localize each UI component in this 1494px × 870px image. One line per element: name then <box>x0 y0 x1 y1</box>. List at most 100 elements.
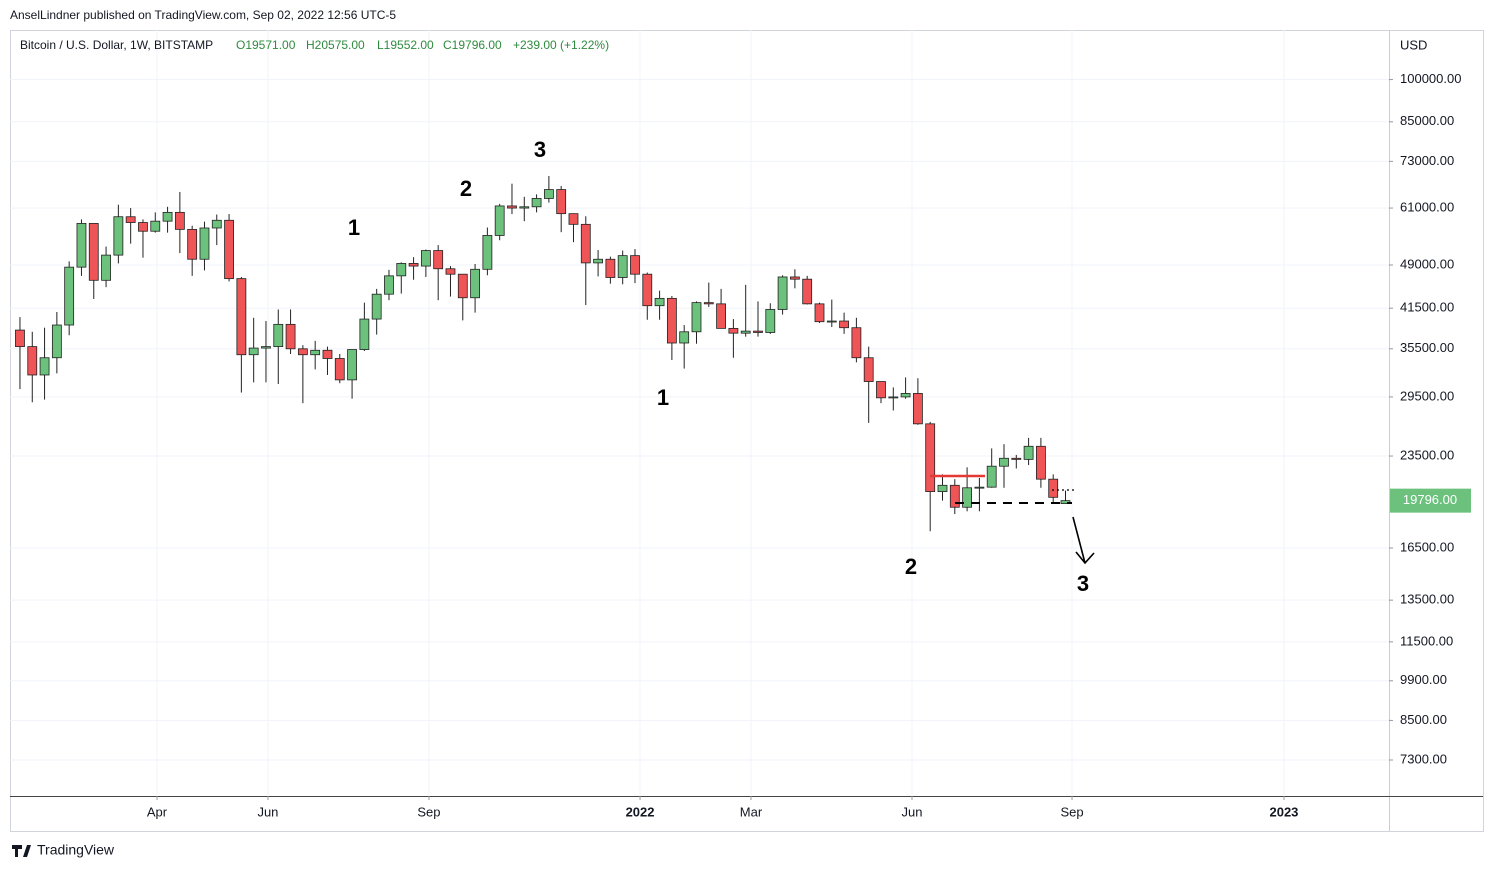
last-price-tag <box>1390 488 1471 513</box>
candle-body <box>64 266 75 326</box>
candle-body <box>211 219 222 229</box>
candle-body <box>740 330 751 334</box>
x-tick-label: Sep <box>1060 804 1083 819</box>
candle-body <box>1011 457 1022 460</box>
candle-body <box>716 303 726 329</box>
wave-label: 3 <box>1077 571 1089 596</box>
candle-body <box>753 330 763 333</box>
candle-body <box>876 381 886 399</box>
candle-body <box>654 297 665 307</box>
candle-body <box>347 349 357 381</box>
candle-body <box>974 486 985 489</box>
y-tick-label: 16500.00 <box>1400 539 1454 554</box>
candle-body <box>76 223 87 268</box>
candle-body <box>408 263 419 267</box>
candle-body <box>962 487 972 508</box>
wave-label: 3 <box>534 137 546 162</box>
candle-body <box>937 484 948 492</box>
y-tick-label: 23500.00 <box>1400 447 1454 462</box>
wave-label: 2 <box>905 554 917 579</box>
candle-body <box>297 348 308 356</box>
candle-body <box>789 276 800 280</box>
candle-body <box>162 211 173 222</box>
currency-label: USD <box>1400 37 1427 52</box>
y-tick-label: 13500.00 <box>1400 592 1454 607</box>
candle-body <box>642 273 653 307</box>
wave-label: 1 <box>348 215 360 240</box>
drawn-arrow <box>1072 516 1095 565</box>
wave-label: 2 <box>460 176 472 201</box>
y-tick-label: 8500.00 <box>1400 712 1447 727</box>
candle-body <box>310 349 321 356</box>
candle-body <box>1048 478 1059 498</box>
candle-body <box>666 297 677 344</box>
candle-body <box>826 320 837 323</box>
candle-body <box>371 293 382 320</box>
candle-body <box>543 189 554 199</box>
candle-body <box>445 268 456 275</box>
candle-body <box>101 254 111 281</box>
y-tick-label: 11500.00 <box>1400 633 1453 648</box>
candle-body <box>605 258 616 278</box>
candle-body <box>457 273 468 299</box>
chart-frame <box>10 30 1484 832</box>
candle-body <box>839 320 849 329</box>
candle-body <box>888 396 899 399</box>
candle-body <box>248 347 259 356</box>
symbol-info: Bitcoin / U.S. Dollar, 1W, BITSTAMP <box>20 38 213 52</box>
candle-body <box>863 357 874 382</box>
candle-body <box>519 206 530 209</box>
candle-body <box>580 223 591 264</box>
y-tick-label: 35500.00 <box>1400 340 1454 355</box>
candle-body <box>728 327 739 334</box>
last-price-label: 19796.00 <box>1403 492 1457 507</box>
candle-body <box>814 303 825 323</box>
quote-value: H20575.00 <box>306 38 365 52</box>
candle-body <box>494 205 505 236</box>
candle-body <box>630 255 640 275</box>
brand-name: TradingView <box>37 842 115 858</box>
y-tick-label: 61000.00 <box>1400 200 1454 215</box>
candle-body <box>334 358 345 381</box>
candle-body <box>1035 445 1046 480</box>
candle-body <box>138 222 148 232</box>
candle-body <box>949 484 960 508</box>
y-tick-label: 49000.00 <box>1400 256 1454 271</box>
quote-value: O19571.00 <box>236 38 296 52</box>
candle-body <box>285 323 296 350</box>
published-note: AnselLindner published on TradingView.co… <box>10 8 396 22</box>
y-tick-label: 9900.00 <box>1400 672 1447 687</box>
quote-value: +239.00 (+1.22%) <box>513 38 609 52</box>
candle-body <box>384 275 394 295</box>
candle-body <box>912 393 923 425</box>
x-tick-label: 2022 <box>626 804 655 819</box>
candle-body <box>224 219 234 280</box>
candle-body <box>470 268 480 299</box>
candle-body <box>679 331 690 344</box>
candle-body <box>174 211 185 230</box>
candle-body <box>261 346 271 349</box>
x-tick-label: Jun <box>902 804 923 819</box>
candle-body <box>27 346 38 376</box>
y-tick-label: 100000.00 <box>1400 71 1461 86</box>
candle-body <box>1023 445 1034 460</box>
brand-logo <box>12 845 31 857</box>
candle-body <box>88 223 99 281</box>
quote-value: L19552.00 <box>377 38 434 52</box>
candle-body <box>851 327 862 359</box>
x-tick-label: Jun <box>257 804 278 819</box>
candle-body <box>396 263 407 277</box>
candle-body <box>999 457 1009 467</box>
candle-body <box>703 302 714 305</box>
candle-body <box>556 189 567 215</box>
x-tick-label: Mar <box>740 804 763 819</box>
candle-body <box>113 216 124 256</box>
candle-body <box>482 235 493 270</box>
candle-body <box>15 329 25 348</box>
candle-body <box>900 393 911 398</box>
candle-body <box>925 423 936 492</box>
candle-body <box>986 465 997 488</box>
candle-body <box>691 302 702 333</box>
candle-body <box>125 216 136 223</box>
